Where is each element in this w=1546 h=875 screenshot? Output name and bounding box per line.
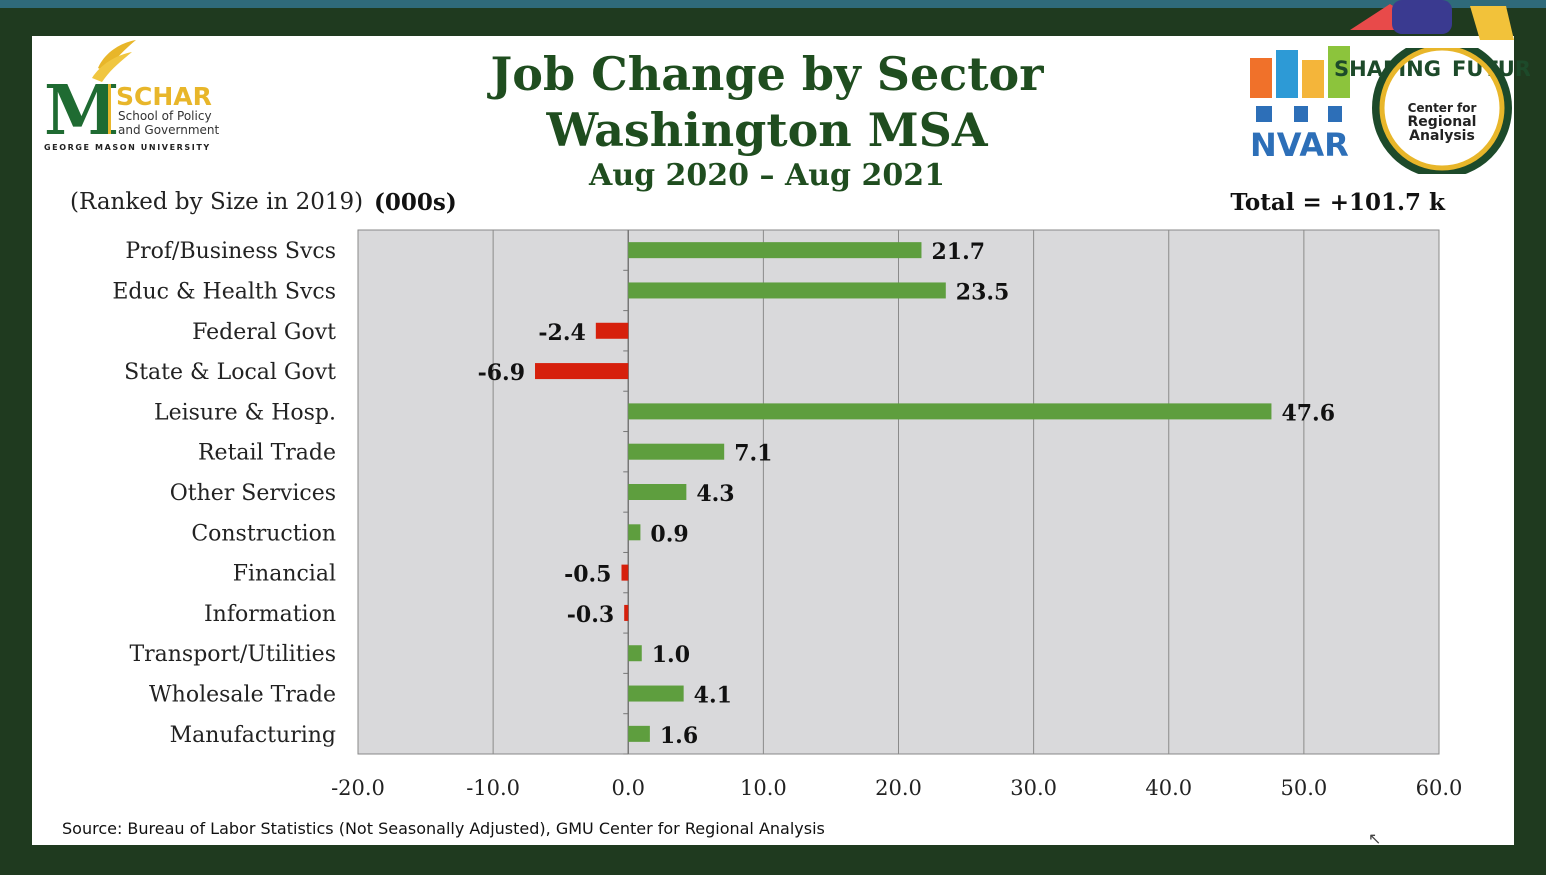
bar-chart: Prof/Business Svcs Educ & Health Svcs Fede… xyxy=(112,229,1462,800)
category-label: Retail Trade xyxy=(198,441,336,466)
schar-line2: and Government xyxy=(118,123,220,137)
bar xyxy=(628,242,922,259)
schar-line1: School of Policy xyxy=(118,109,212,123)
value-label: 23.5 xyxy=(956,279,1010,305)
value-label: 47.6 xyxy=(1281,400,1335,426)
mouse-cursor-icon: ↖ xyxy=(1368,829,1382,848)
category-label: Educ & Health Svcs xyxy=(112,279,336,304)
value-label: -2.4 xyxy=(538,320,585,346)
chart-title-line1: Job Change by Sector xyxy=(490,47,1044,101)
nvar-house-icon xyxy=(1250,58,1272,98)
bar xyxy=(621,564,629,581)
gridlines xyxy=(357,230,1440,755)
bar xyxy=(628,725,650,742)
category-label: Manufacturing xyxy=(170,723,336,748)
category-label: Prof/Business Svcs xyxy=(125,239,336,264)
ranked-note: (Ranked by Size in 2019) xyxy=(70,189,364,215)
units-label: (000s) xyxy=(374,189,457,216)
x-tick-label: 0.0 xyxy=(612,776,645,800)
bar xyxy=(595,322,629,339)
value-labels: 21.7 23.5 -2.4 -6.9 47.6 7.14.3 0.9 -0.5 -0.3 1.0… xyxy=(478,239,1335,749)
schar-logo: M SCHAR School of Policy and Government … xyxy=(44,40,220,152)
category-label: Information xyxy=(204,602,336,627)
x-tick-label: 60.0 xyxy=(1416,776,1463,800)
cra-logo: Center for Regional Analysis xyxy=(1372,48,1512,174)
cra-line2: Regional xyxy=(1408,114,1477,130)
schar-university: GEORGE MASON UNIVERSITY xyxy=(44,143,211,152)
bar xyxy=(624,604,629,621)
bar xyxy=(628,282,946,299)
x-tick-label: -20.0 xyxy=(331,776,385,800)
bar xyxy=(628,524,641,541)
nvar-name: NVAR xyxy=(1250,126,1349,162)
source-note: Source: Bureau of Labor Statistics (Not … xyxy=(62,819,825,838)
category-label: Construction xyxy=(191,521,336,546)
nvar-logo: NVAR xyxy=(1250,46,1350,162)
chart-title-line2: Washington MSA xyxy=(546,103,988,157)
chart-subtitle: Aug 2020 – Aug 2021 xyxy=(589,158,945,193)
bar xyxy=(535,363,629,380)
x-tick-label: 40.0 xyxy=(1145,776,1192,800)
schar-letter: M xyxy=(44,71,119,151)
x-tick-label: 20.0 xyxy=(875,776,922,800)
value-label: -0.5 xyxy=(564,562,611,588)
cra-line3: Analysis xyxy=(1409,128,1475,144)
x-tick-labels: -20.0 -10.0 0.0 10.0 20.0 30.0 40.0 50.0 60.0 xyxy=(331,776,1462,800)
bar xyxy=(628,484,687,500)
value-label: 4.3 xyxy=(696,481,734,507)
category-label: Federal Govt xyxy=(192,320,336,345)
bar xyxy=(628,645,642,662)
x-tick-label: 30.0 xyxy=(1010,776,1057,800)
category-label: Wholesale Trade xyxy=(149,683,336,708)
schar-name: SCHAR xyxy=(116,82,212,111)
cra-line1: Center for xyxy=(1408,101,1477,115)
cra-ring-icon xyxy=(1372,48,1512,174)
value-label: 7.1 xyxy=(734,441,772,467)
x-tick-label: -10.0 xyxy=(466,776,520,800)
bars xyxy=(535,242,1272,742)
x-tick-label: 50.0 xyxy=(1280,776,1327,800)
top-bar xyxy=(0,0,1546,8)
value-label: 0.9 xyxy=(650,521,688,547)
value-label: 1.0 xyxy=(652,642,690,668)
value-label: 21.7 xyxy=(931,239,985,265)
category-label: Leisure & Hosp. xyxy=(154,400,336,425)
bar xyxy=(628,403,1272,420)
bar xyxy=(628,443,725,460)
category-label: Transport/Utilities xyxy=(129,642,336,667)
category-labels: Prof/Business Svcs Educ & Health Svcs Fede… xyxy=(112,239,336,748)
value-label: -0.3 xyxy=(567,602,614,628)
value-label: 4.1 xyxy=(694,683,732,709)
bar xyxy=(628,685,684,702)
value-label: 1.6 xyxy=(660,723,698,749)
x-tick-label: 10.0 xyxy=(740,776,787,800)
category-label: Financial xyxy=(233,562,336,587)
category-label: Other Services xyxy=(170,481,336,506)
total-label: Total = +101.7 k xyxy=(1230,189,1445,216)
category-label: State & Local Govt xyxy=(124,360,336,385)
value-label: -6.9 xyxy=(478,360,525,386)
bottom-bar xyxy=(0,845,1546,875)
